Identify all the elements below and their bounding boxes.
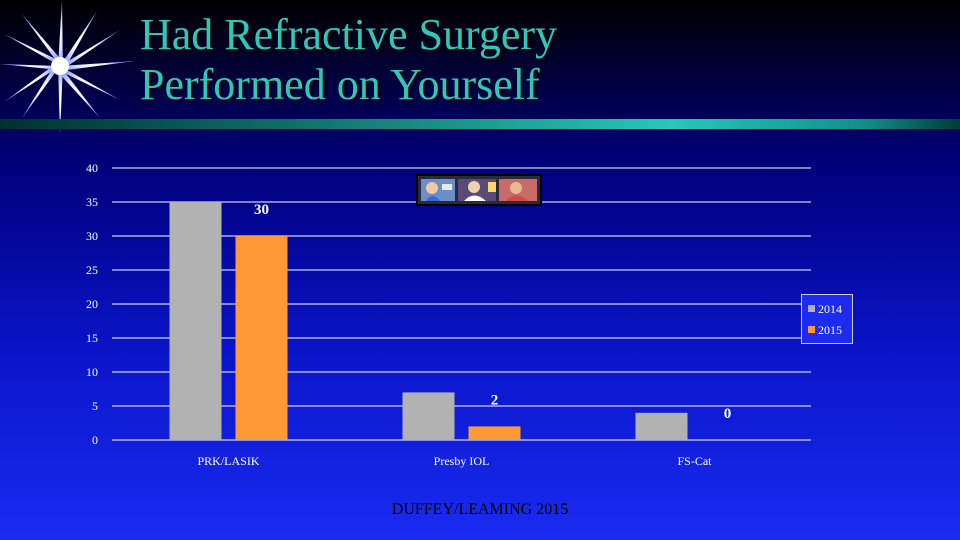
data-label-2015-prk-lasik: 30 <box>254 202 269 218</box>
bar-2014-presby-iol <box>402 392 455 440</box>
y-tick-label-40: 40 <box>86 161 98 175</box>
y-tick-label-0: 0 <box>92 433 98 447</box>
slide-title-line2: Performed on Yourself <box>140 60 540 109</box>
data-label-2015-fs-cat: 0 <box>724 406 732 422</box>
x-axis-tick-labels: PRK/LASIK Presby IOL FS-Cat <box>197 454 712 468</box>
y-tick-label-35: 35 <box>86 195 98 209</box>
x-tick-label-presby-iol: Presby IOL <box>434 454 490 468</box>
clipart-people-icon <box>418 176 540 204</box>
gridlines <box>112 167 811 441</box>
x-tick-label-prk-lasik: PRK/LASIK <box>197 454 259 468</box>
bars <box>169 202 688 440</box>
y-tick-label-15: 15 <box>86 331 98 345</box>
bar-2014-prk-lasik <box>169 202 222 440</box>
bar-2015-prk-lasik <box>235 236 288 440</box>
bar-2015-presby-iol <box>468 426 521 440</box>
chart-legend: 2014 2015 <box>801 294 853 344</box>
title-underline-bar <box>0 119 960 129</box>
legend-label-2015: 2015 <box>818 323 842 337</box>
clipart-image <box>416 174 542 206</box>
x-tick-label-fs-cat: FS-Cat <box>677 454 712 468</box>
y-tick-label-20: 20 <box>86 297 98 311</box>
slide-title-line1: Had Refractive Surgery <box>140 10 558 59</box>
y-tick-label-25: 25 <box>86 263 98 277</box>
y-axis-tick-labels: 0 5 10 15 20 25 30 35 40 <box>86 161 98 447</box>
bar-2014-fs-cat <box>635 412 688 440</box>
slide-title: Had Refractive Surgery Performed on Your… <box>140 10 940 110</box>
y-tick-label-5: 5 <box>92 399 98 413</box>
starburst-icon <box>0 0 135 135</box>
legend-item-2014: 2014 <box>808 301 842 317</box>
legend-swatch-2014 <box>808 305 815 312</box>
y-tick-label-30: 30 <box>86 229 98 243</box>
data-label-2015-presby-iol: 2 <box>491 392 499 408</box>
y-tick-label-10: 10 <box>86 365 98 379</box>
legend-swatch-2015 <box>808 326 815 333</box>
data-labels: 30 2 0 <box>254 202 731 422</box>
legend-label-2014: 2014 <box>818 302 842 316</box>
legend-item-2015: 2015 <box>808 322 842 338</box>
slide-footer: DUFFEY/LEAMING 2015 <box>391 501 569 518</box>
